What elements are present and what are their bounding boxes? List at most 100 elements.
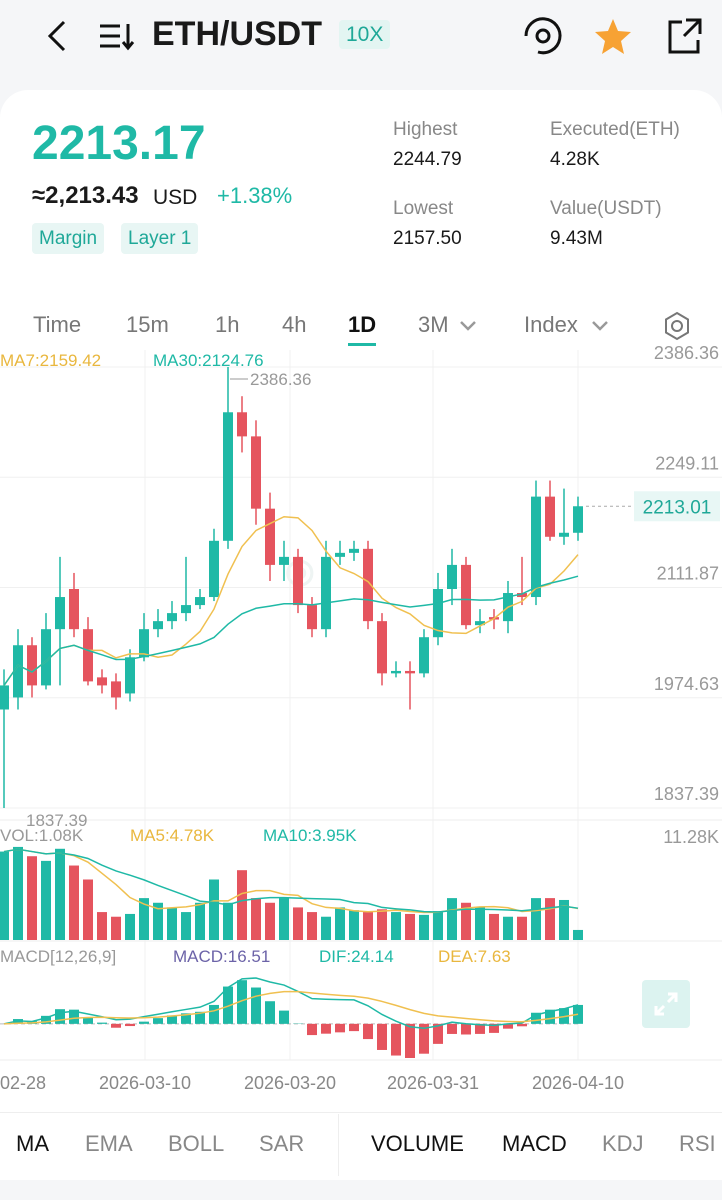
interval-tab[interactable]: Time [33,312,82,337]
indicator-tab[interactable]: KDJ [602,1131,644,1156]
candle-body [405,670,415,674]
volume-bar [573,929,583,940]
macd-bar [265,1001,275,1024]
tag: Layer 1 [121,223,199,254]
volume-bar [55,848,65,940]
candle-body [559,532,569,537]
tag: Margin [32,223,105,254]
stat-label: Highest [393,119,458,140]
candle-body [349,548,359,553]
back-button[interactable] [47,20,66,52]
y-tick-label: 1837.39 [654,784,719,804]
macd-bar [531,1012,541,1024]
macd-bar [475,1023,485,1034]
indicator-tab[interactable]: RSI [679,1131,716,1156]
indicator-tab[interactable]: MA [16,1131,49,1156]
volume-bar [125,913,135,940]
volume-bar [153,902,163,940]
volume-bar [419,914,429,940]
macd-bar [545,1009,555,1024]
candle-body [335,552,345,557]
macd-bar [83,1017,93,1024]
y-tick-label: 1974.63 [654,674,719,694]
volume-bar [475,907,485,940]
volume-bar [83,879,93,940]
watch-button[interactable] [524,17,562,55]
dif-line [3,977,579,1030]
volume-bar [447,898,457,940]
interval-tab[interactable]: 1D [348,312,377,337]
indicator-tab[interactable]: EMA [85,1131,133,1156]
candle-body [237,412,247,437]
fiat-price: ≈2,213.43 [32,182,139,209]
volume-bar [251,898,261,940]
ma7-line [3,515,579,686]
ticker-card [0,90,722,1180]
candle-body [139,629,149,658]
macd-bar [41,1015,51,1024]
expand-button[interactable] [642,980,690,1028]
date-label: 2026-03-20 [243,1073,337,1093]
interval-tab[interactable]: 15m [126,312,169,337]
macd-bar [363,1023,373,1040]
volume-bar [321,916,331,940]
macd-label: DIF:24.14 [319,947,394,966]
interval-tab[interactable]: 3M [418,312,449,337]
ma-label: MA30:2124.76 [153,351,264,370]
indicator-tab[interactable]: BOLL [168,1131,225,1156]
fiat-unit: USD [153,186,198,209]
macd-label: DEA:7.63 [438,947,511,966]
settings-button[interactable] [662,311,692,341]
candle-body [321,556,331,630]
volume-bar [111,916,121,940]
header-actions [524,17,702,55]
indicator-tab[interactable]: SAR [259,1131,305,1156]
volume-bar [531,898,541,940]
macd-bar [307,1023,317,1036]
macd-bar [433,1023,443,1044]
volume-bar [433,911,443,940]
vol-label: MA10:3.95K [263,826,357,845]
y-tick-label: 2111.87 [657,564,719,584]
candle-body [13,645,23,698]
volume-bar [545,898,555,940]
volume-bar [181,912,191,940]
volume-bar [0,851,9,940]
macd-bar [139,1021,149,1024]
volume-bar [13,846,23,940]
stat-label: Executed(ETH) [550,119,680,140]
interval-tab[interactable]: 4h [282,312,307,337]
menu-button[interactable] [100,24,135,51]
y-tick-label: 2386.36 [654,343,719,363]
macd-bar [167,1015,177,1024]
interval-tab[interactable]: 1h [215,312,240,337]
candle-body [55,597,65,630]
volume-bar [503,916,513,940]
last-price-label: 2213.01 [643,497,712,518]
macd-bar [349,1023,359,1032]
date-label: 2026-04-10 [531,1073,625,1093]
volume-bar [293,907,303,940]
date-label: 2026-03-31 [386,1073,480,1093]
macd-bar [153,1018,163,1024]
candle-body [181,605,191,614]
indicator-tab[interactable]: VOLUME [371,1131,464,1156]
indicator-tab[interactable]: MACD [502,1131,567,1156]
macd-bar [111,1023,121,1028]
macd-bar [335,1023,345,1033]
volume-bar [265,902,275,940]
interval-tab[interactable]: Index [524,312,578,337]
candle-body [391,670,401,674]
macd-bar [181,1013,191,1024]
leverage-badge: 10X [339,20,391,49]
favorite-button[interactable] [595,19,631,54]
volume-bar [27,856,37,940]
ma30-line [3,575,579,686]
macd-bar [125,1023,135,1027]
candle-body [97,677,107,686]
candle-body [531,496,541,598]
share-button[interactable] [668,18,702,54]
candle-body [573,506,583,533]
